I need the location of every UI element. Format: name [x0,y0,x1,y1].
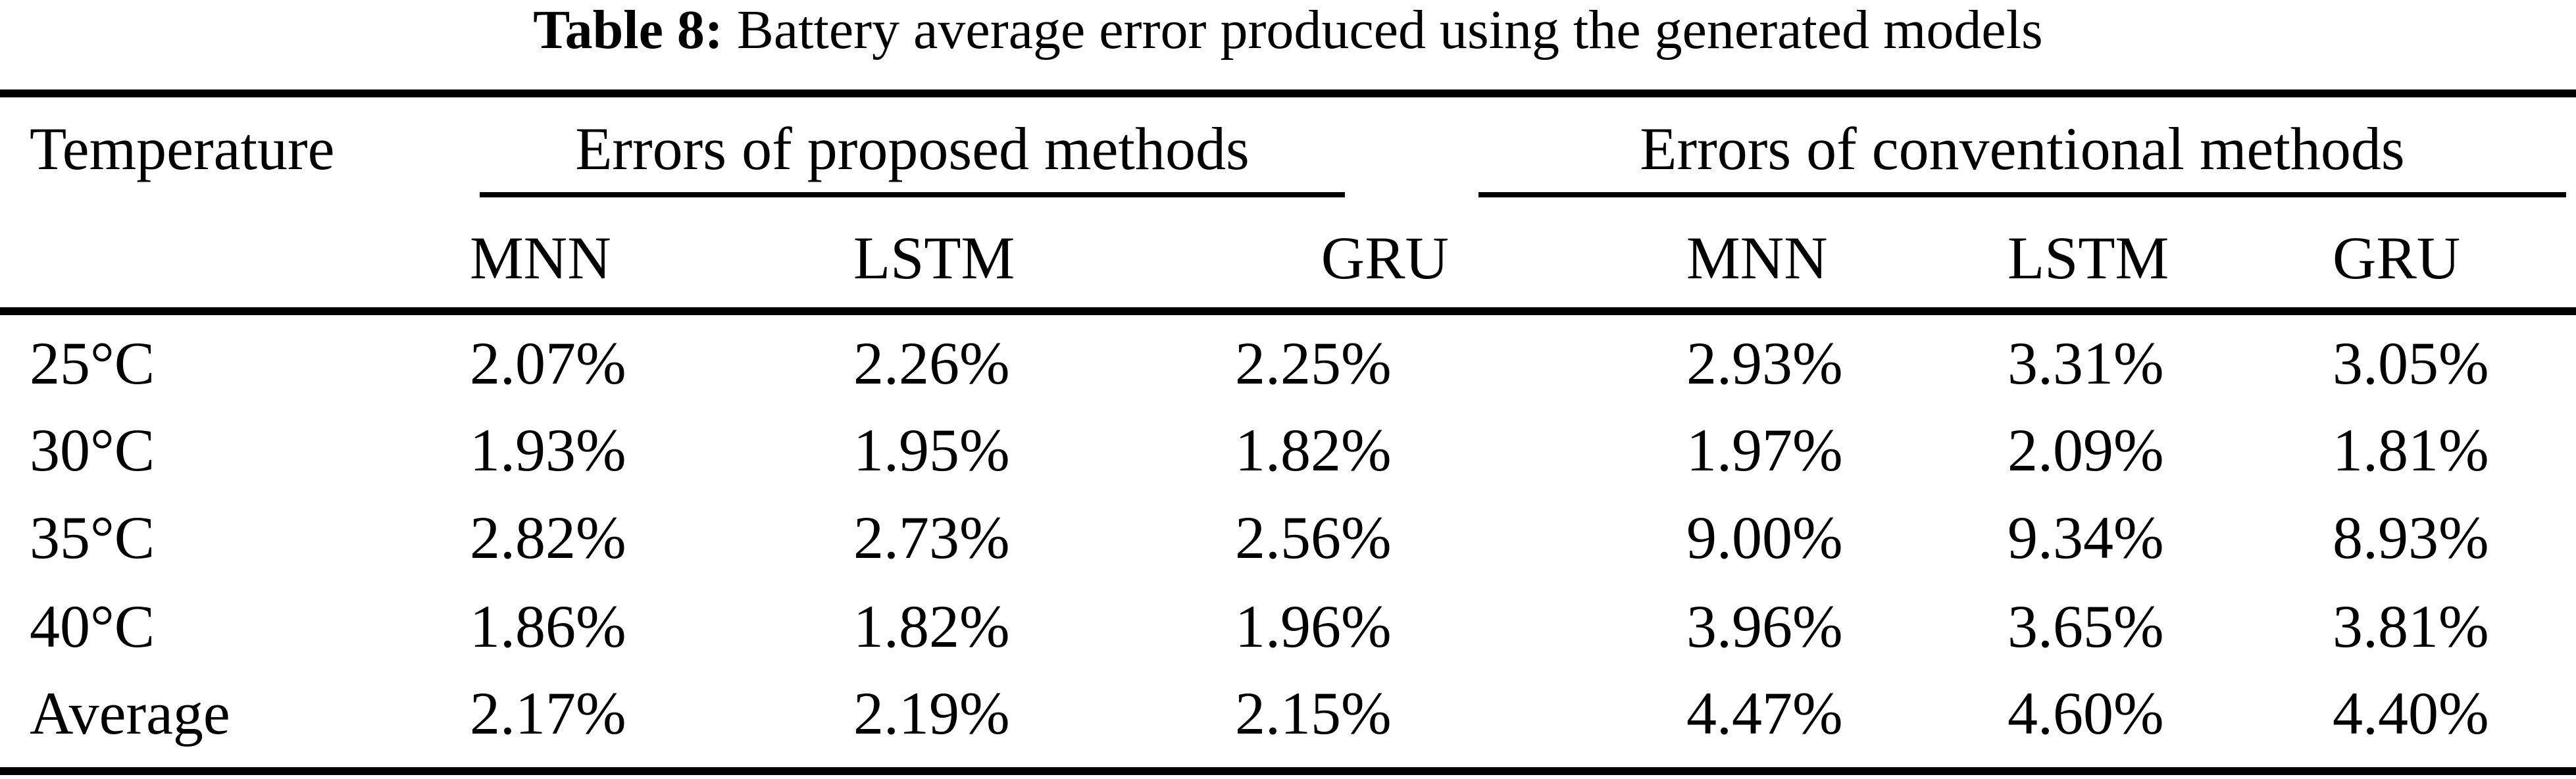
table-cell: 3.81% [2333,593,2489,660]
table-cell: 1.82% [853,593,1010,660]
table-cell: 4.47% [1686,680,1843,747]
table-cell: 2.26% [853,330,1010,397]
column-header-lstm-conventional: LSTM [2008,224,2169,291]
table-caption: Table 8: Battery average error produced … [0,3,2576,58]
table-cell: 2.25% [1235,330,1392,397]
table-cell: 2.09% [2008,416,2164,484]
table-cell: 3.31% [2008,330,2164,397]
table-cell: 2.19% [853,680,1010,747]
row-header-label: Temperature [30,115,335,182]
top-rule [0,89,2576,97]
column-header-gru-proposed: GRU [1321,224,1449,291]
table-cell: 9.34% [2008,504,2164,571]
table-cell: 1.86% [470,593,626,660]
row-label: 30°C [30,416,155,484]
row-label: 25°C [30,330,155,397]
group-header-conventional: Errors of conventional methods [1640,115,2405,182]
table-cell: 1.81% [2333,416,2489,484]
table-cell: 1.93% [470,416,626,484]
table-caption-label: Table 8: [533,0,723,61]
group-header-proposed: Errors of proposed methods [575,115,1250,182]
table-cell: 1.82% [1235,416,1392,484]
column-header-mnn-proposed: MNN [470,224,611,291]
table-cell: 2.93% [1686,330,1843,397]
bottom-rule [0,767,2576,775]
row-label: Average [30,680,230,747]
column-header-mnn-conventional: MNN [1686,224,1828,291]
table-cell: 3.96% [1686,593,1843,660]
table-caption-text: Battery average error produced using the… [736,0,2043,61]
table-cell: 4.40% [2333,680,2489,747]
table-cell: 3.05% [2333,330,2489,397]
table-cell: 2.17% [470,680,626,747]
column-header-gru-conventional: GRU [2333,224,2461,291]
table-cell: 2.56% [1235,504,1392,571]
table-cell: 1.95% [853,416,1010,484]
table-cell: 3.65% [2008,593,2164,660]
table-cell: 1.97% [1686,416,1843,484]
table-cell: 2.07% [470,330,626,397]
row-label: 35°C [30,504,155,571]
table-cell: 2.15% [1235,680,1392,747]
table-cell: 2.73% [853,504,1010,571]
table-cell: 2.82% [470,504,626,571]
table-cell: 1.96% [1235,593,1392,660]
table-cell: 4.60% [2008,680,2164,747]
table-cell: 9.00% [1686,504,1843,571]
row-label: 40°C [30,593,155,660]
mid-rule [0,307,2576,315]
cmidrule-proposed [480,192,1345,197]
column-header-lstm-proposed: LSTM [853,224,1015,291]
table-cell: 8.93% [2333,504,2489,571]
cmidrule-conventional [1478,192,2566,197]
